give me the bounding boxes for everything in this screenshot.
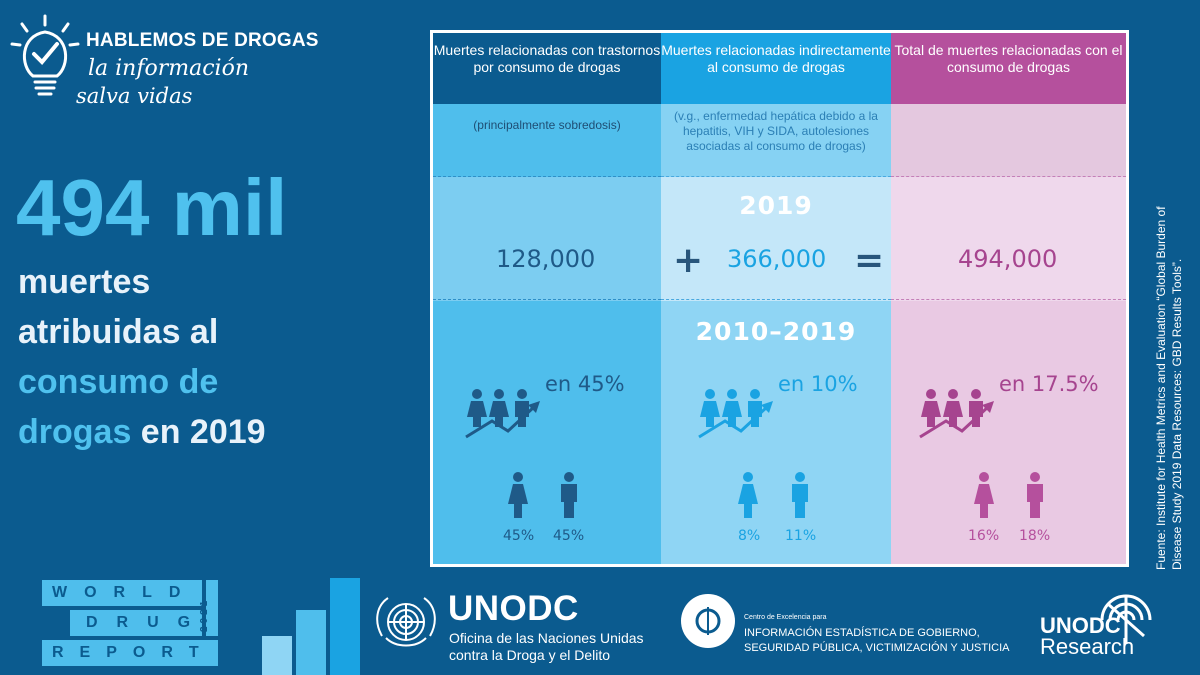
column-note: (v.g., enfermedad hepática debido a la h… <box>661 104 891 177</box>
period-label: 2010–2019 <box>695 317 857 346</box>
divider <box>661 299 891 300</box>
divider <box>661 176 891 177</box>
divider <box>433 299 661 300</box>
headline-text: muertes atribuidas al consumo de drogas … <box>18 257 348 457</box>
column-header: Total de muertes relacionadas con el con… <box>891 33 1126 104</box>
equals-sign: = <box>854 240 885 281</box>
female-pct-indirect: 8% <box>738 528 761 544</box>
column-header: Muertes relacionadas indirectamente al c… <box>661 33 891 104</box>
wdr-word-report: REPORT <box>52 644 215 661</box>
increase-direct: en 45% <box>545 372 625 396</box>
headline-line2: atribuidas al <box>18 313 219 351</box>
male-icon <box>1027 472 1043 518</box>
research-subtitle: Research <box>1040 634 1135 659</box>
female-icon <box>738 472 758 518</box>
ce-small-label: Centro de Excelencia para <box>744 614 827 621</box>
un-emblem-icon <box>376 597 436 647</box>
female-icon <box>508 472 528 518</box>
male-pct-indirect: 11% <box>785 528 817 544</box>
row-2019 <box>433 177 661 301</box>
column-total-deaths: Total de muertes relacionadas con el con… <box>891 33 1126 564</box>
value-2019-indirect: 366,000 <box>727 245 827 273</box>
value-2019-total: 494,000 <box>958 245 1058 273</box>
research-title: UNODC <box>1040 613 1121 638</box>
people-trend-icon <box>919 389 994 439</box>
bar-graphic <box>262 578 360 675</box>
column-indirect-deaths: Muertes relacionadas indirectamente al c… <box>661 33 891 564</box>
campaign-title: HABLEMOS DE DROGAS <box>86 30 319 51</box>
campaign-slogan-line2: salva vidas <box>76 84 193 108</box>
column-header: Muertes relacionadas con trastornos por … <box>433 33 661 104</box>
divider <box>433 176 661 177</box>
value-2019-direct: 128,000 <box>496 245 596 273</box>
year-label: 2019 <box>739 191 813 220</box>
data-table: Muertes relacionadas con trastornos por … <box>430 30 1129 567</box>
row-2019 <box>891 177 1126 301</box>
male-pct-total: 18% <box>1019 528 1051 544</box>
male-icon <box>792 472 808 518</box>
column-note <box>891 104 1126 177</box>
people-trend-icon <box>465 389 540 439</box>
source-note: Fuente: Institute for Health Metrics and… <box>1154 206 1184 570</box>
row-2019 <box>661 177 891 301</box>
female-icon <box>974 472 994 518</box>
female-pct-total: 16% <box>968 528 1000 544</box>
male-pct-direct: 45% <box>553 528 585 544</box>
headline-line4: drogas en 2019 <box>18 407 348 457</box>
divider <box>891 176 1126 177</box>
center-of-excellence-logo-icon <box>681 594 735 648</box>
headline-number: 494 mil <box>16 163 288 252</box>
headline-line1: muertes <box>18 263 151 301</box>
headline-line3: consumo de <box>18 363 219 401</box>
world-drug-report-logo <box>42 580 218 666</box>
ce-name: INFORMACIÓN ESTADÍSTICA DE GOBIERNO, SEG… <box>744 626 1009 656</box>
male-icon <box>561 472 577 518</box>
divider <box>891 299 1126 300</box>
column-note: (principalmente sobredosis) <box>433 104 661 177</box>
wdr-year: 2021 <box>199 597 210 632</box>
wdr-word-drug: DRUG <box>86 614 210 631</box>
unodc-line2: contra la Droga y el Delito <box>449 647 611 663</box>
campaign-slogan-line1: la información <box>88 56 250 81</box>
wdr-word-world: WORLD <box>52 584 198 601</box>
increase-indirect: en 10% <box>778 372 858 396</box>
ce-line1: INFORMACIÓN ESTADÍSTICA DE GOBIERNO, <box>744 627 980 639</box>
plus-sign: + <box>673 240 704 281</box>
unodc-research-logo-icon <box>1100 594 1152 644</box>
people-trend-icon <box>698 389 773 439</box>
female-pct-direct: 45% <box>503 528 535 544</box>
row-period <box>661 301 891 564</box>
lightbulb-check-icon <box>10 14 80 96</box>
increase-total: en 17.5% <box>999 372 1099 396</box>
headline-line4-rest: en 2019 <box>131 413 266 451</box>
unodc-subtitle: Oficina de las Naciones Unidas contra la… <box>449 630 644 664</box>
unodc-line1: Oficina de las Naciones Unidas <box>449 630 644 646</box>
unodc-title: UNODC <box>448 589 579 628</box>
headline-line4-highlight: drogas <box>18 413 132 451</box>
ce-line2: SEGURIDAD PÚBLICA, VICTIMIZACIÓN Y JUSTI… <box>744 642 1010 654</box>
